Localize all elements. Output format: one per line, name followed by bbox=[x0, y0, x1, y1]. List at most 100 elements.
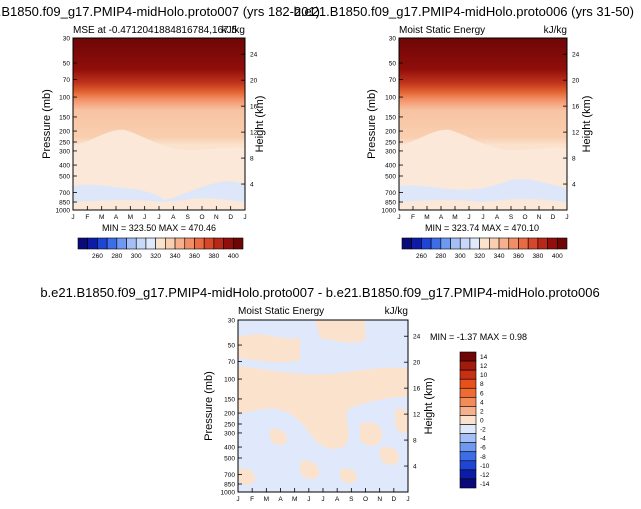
pressure-tick-label: 50 bbox=[389, 61, 397, 68]
month-tick-label: N bbox=[537, 214, 542, 221]
pressure-tick-label: 250 bbox=[224, 422, 235, 429]
colorbar-swatch bbox=[459, 433, 477, 443]
colorbar-swatch bbox=[421, 237, 432, 250]
right-height-ticks: 24 20 16 12 8 4 bbox=[563, 52, 580, 189]
height-tick-label: 20 bbox=[413, 360, 421, 367]
height-tick-label: 24 bbox=[572, 52, 580, 59]
colorbar-swatch bbox=[479, 237, 490, 250]
pressure-tick-label: 200 bbox=[59, 129, 70, 136]
height-tick-label: 20 bbox=[250, 78, 258, 85]
height-tick-label: 8 bbox=[413, 438, 417, 445]
colorbar-label: 340 bbox=[494, 253, 505, 260]
colorbar-label: 380 bbox=[208, 253, 219, 260]
pressure-tick-label: 50 bbox=[63, 61, 71, 68]
diff-colorbar: 14 12 10 8 6 4 2 0 -2 -4 -6 -8 -10 -12 -14 bbox=[459, 351, 490, 489]
month-tick-label: J bbox=[406, 496, 409, 503]
month-tick-label: J bbox=[236, 496, 239, 503]
height-tick-label: 8 bbox=[250, 156, 254, 163]
left-colorbar: 260 280 300 320 340 360 380 400 bbox=[77, 237, 244, 260]
colorbar-label: 320 bbox=[150, 253, 161, 260]
colorbar-swatch bbox=[106, 237, 118, 250]
colorbar-swatch bbox=[459, 460, 477, 471]
month-tick-label: S bbox=[185, 214, 190, 221]
pressure-tick-label: 1000 bbox=[382, 208, 397, 215]
colorbar-swatch bbox=[232, 237, 244, 250]
colorbar-swatch bbox=[411, 237, 422, 250]
pressure-tick-label: 150 bbox=[385, 114, 396, 121]
diff-panel-title: b.e21.B1850.f09_g17.PMIP4-midHolo.proto0… bbox=[40, 285, 599, 300]
colorbar-swatch bbox=[489, 237, 500, 250]
height-tick-label: 12 bbox=[250, 130, 258, 137]
colorbar-swatch bbox=[213, 237, 224, 250]
colorbar-swatch bbox=[145, 237, 156, 250]
left-ylabel: Pressure (mb) bbox=[41, 89, 53, 159]
month-tick-label: J bbox=[307, 496, 310, 503]
colorbar-label: -14 bbox=[480, 481, 490, 488]
month-tick-label: M bbox=[264, 496, 269, 503]
colorbar-swatch bbox=[135, 237, 147, 250]
colorbar-swatch bbox=[450, 237, 461, 250]
pressure-tick-label: 850 bbox=[385, 200, 396, 207]
month-tick-label: O bbox=[522, 214, 527, 221]
pressure-tick-label: 200 bbox=[385, 129, 396, 136]
right-panel-title: b.e21.B1850.f09_g17.PMIP4-midHolo.proto0… bbox=[294, 4, 634, 19]
month-tick-label: J bbox=[467, 214, 470, 221]
height-tick-label: 4 bbox=[572, 182, 576, 189]
month-tick-label: J bbox=[243, 214, 246, 221]
pressure-tick-label: 500 bbox=[385, 174, 396, 181]
left-min-max: MIN = 323.50 MAX = 470.46 bbox=[102, 223, 216, 233]
diff-positive-regions bbox=[238, 320, 408, 485]
colorbar-label: 8 bbox=[480, 381, 484, 388]
month-tick-label: J bbox=[71, 214, 74, 221]
pressure-tick-label: 30 bbox=[389, 36, 397, 43]
month-tick-label: D bbox=[228, 214, 233, 221]
height-tick-label: 8 bbox=[572, 156, 576, 163]
colorbar-label: -10 bbox=[480, 463, 490, 470]
pressure-tick-label: 70 bbox=[63, 77, 71, 84]
month-tick-label: S bbox=[509, 214, 514, 221]
pressure-tick-label: 700 bbox=[59, 190, 70, 197]
month-tick-label: O bbox=[199, 214, 204, 221]
colorbar-swatch bbox=[116, 237, 127, 250]
pressure-tick-label: 100 bbox=[59, 95, 70, 102]
left-contour-lowlevel bbox=[73, 181, 245, 202]
colorbar-swatch bbox=[87, 237, 98, 250]
colorbar-label: -4 bbox=[480, 436, 486, 443]
colorbar-label: 300 bbox=[455, 253, 466, 260]
colorbar-swatch bbox=[459, 369, 477, 380]
colorbar-swatch bbox=[459, 237, 471, 250]
colorbar-swatch bbox=[459, 451, 477, 462]
colorbar-label: 280 bbox=[111, 253, 122, 260]
colorbar-label: 280 bbox=[435, 253, 446, 260]
month-tick-label: A bbox=[495, 214, 500, 221]
colorbar-label: 400 bbox=[228, 253, 239, 260]
colorbar-swatch bbox=[459, 424, 477, 434]
pressure-tick-label: 1000 bbox=[221, 490, 236, 497]
colorbar-swatch bbox=[126, 237, 137, 250]
month-tick-label: A bbox=[278, 496, 283, 503]
month-tick-label: D bbox=[391, 496, 396, 503]
pressure-tick-label: 700 bbox=[224, 472, 235, 479]
colorbar-label: -6 bbox=[480, 445, 486, 452]
colorbar-label: 360 bbox=[513, 253, 524, 260]
colorbar-swatch bbox=[459, 387, 477, 398]
left-panel-subtitle: MSE at -0.4712041884816784,167.5 bbox=[73, 25, 237, 36]
colorbar-swatch bbox=[459, 351, 477, 362]
month-tick-label: J bbox=[481, 214, 484, 221]
colorbar-swatch bbox=[155, 237, 166, 250]
height-tick-label: 24 bbox=[413, 334, 421, 341]
pressure-tick-label: 300 bbox=[224, 430, 235, 437]
colorbar-swatch bbox=[518, 237, 529, 250]
diff-ylabel-right: Height (km) bbox=[423, 378, 435, 435]
month-tick-label: D bbox=[551, 214, 556, 221]
height-tick-label: 16 bbox=[572, 104, 580, 111]
colorbar-swatch bbox=[459, 442, 477, 453]
pressure-tick-label: 400 bbox=[385, 163, 396, 170]
month-tick-label: M bbox=[452, 214, 457, 221]
month-tick-label: A bbox=[114, 214, 119, 221]
colorbar-swatch bbox=[77, 237, 89, 250]
